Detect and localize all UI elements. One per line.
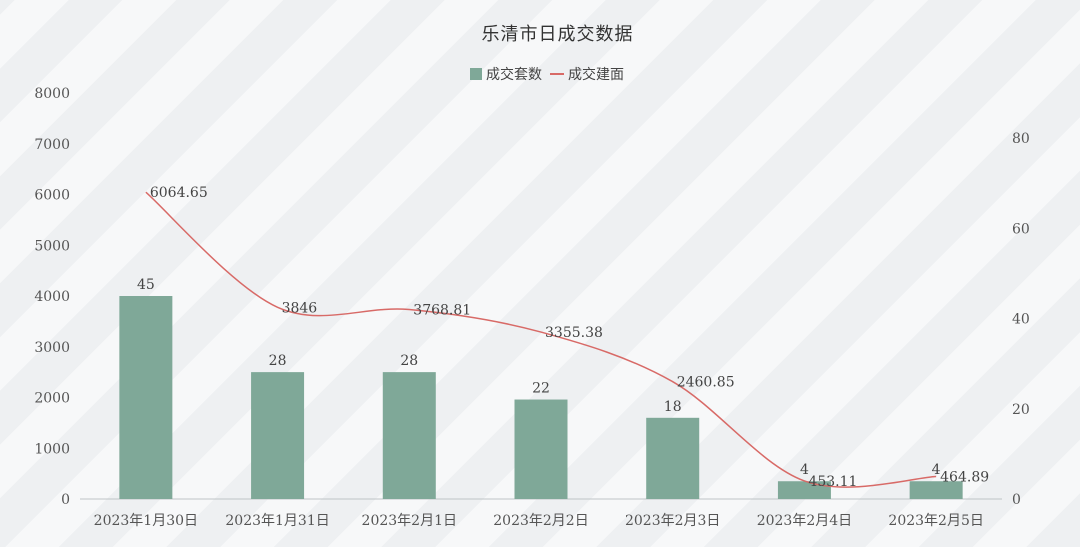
left-axis-tick-label: 1000 xyxy=(34,441,70,457)
right-axis-tick-label: 40 xyxy=(1012,312,1030,328)
left-axis-tick-label: 2000 xyxy=(34,391,70,407)
bar xyxy=(514,399,568,499)
bar xyxy=(909,481,963,499)
bar-data-label: 18 xyxy=(664,399,682,415)
left-axis-tick-label: 6000 xyxy=(34,188,70,204)
right-axis-tick-label: 60 xyxy=(1012,221,1030,237)
x-axis-tick-label: 2023年2月1日 xyxy=(362,513,457,529)
line-data-label: 3355.38 xyxy=(545,325,603,341)
right-axis-tick-label: 80 xyxy=(1012,131,1030,147)
x-axis-tick-label: 2023年2月4日 xyxy=(757,513,852,529)
x-axis-tick-label: 2023年2月2日 xyxy=(493,513,588,529)
left-axis-tick-label: 7000 xyxy=(34,137,70,153)
left-axis-tick-label: 0 xyxy=(61,492,70,508)
right-axis-tick-label: 0 xyxy=(1012,492,1021,508)
legend-line-swatch xyxy=(550,73,564,75)
right-axis-tick-label: 20 xyxy=(1012,402,1030,418)
legend-line-label: 成交建面 xyxy=(568,67,624,83)
line-data-label: 453.11 xyxy=(808,474,857,490)
line-data-label: 3768.81 xyxy=(413,303,471,319)
left-axis-tick-label: 8000 xyxy=(34,86,70,102)
line-data-label: 3846 xyxy=(282,300,318,316)
x-axis-tick-label: 2023年1月30日 xyxy=(94,513,198,529)
bar-data-label: 28 xyxy=(400,353,418,369)
legend-bar-swatch xyxy=(470,68,482,80)
bar-data-label: 4 xyxy=(800,462,809,478)
bar xyxy=(646,417,700,499)
x-axis-tick-label: 2023年2月5日 xyxy=(888,513,983,529)
bar xyxy=(777,481,831,499)
line-data-label: 464.89 xyxy=(940,469,989,485)
line-data-label: 6064.65 xyxy=(150,185,208,201)
bar xyxy=(251,372,305,499)
chart-title: 乐清市日成交数据 xyxy=(481,24,634,45)
left-axis-tick-label: 4000 xyxy=(34,289,70,305)
bar-data-label: 28 xyxy=(269,353,287,369)
bar-data-label: 45 xyxy=(137,277,155,293)
left-axis-tick-label: 5000 xyxy=(34,238,70,254)
x-axis-tick-label: 2023年2月3日 xyxy=(625,513,720,529)
left-axis-tick-label: 3000 xyxy=(34,340,70,356)
bar-data-label: 22 xyxy=(532,381,550,397)
legend: 成交套数 成交建面 xyxy=(470,64,624,84)
bar xyxy=(119,296,173,499)
bar-data-label: 4 xyxy=(932,462,941,478)
legend-bar-label: 成交套数 xyxy=(486,67,542,83)
x-axis-tick-label: 2023年1月31日 xyxy=(225,513,329,529)
bar xyxy=(382,372,436,499)
line-series xyxy=(145,191,937,488)
line-data-label: 2460.85 xyxy=(677,375,735,391)
